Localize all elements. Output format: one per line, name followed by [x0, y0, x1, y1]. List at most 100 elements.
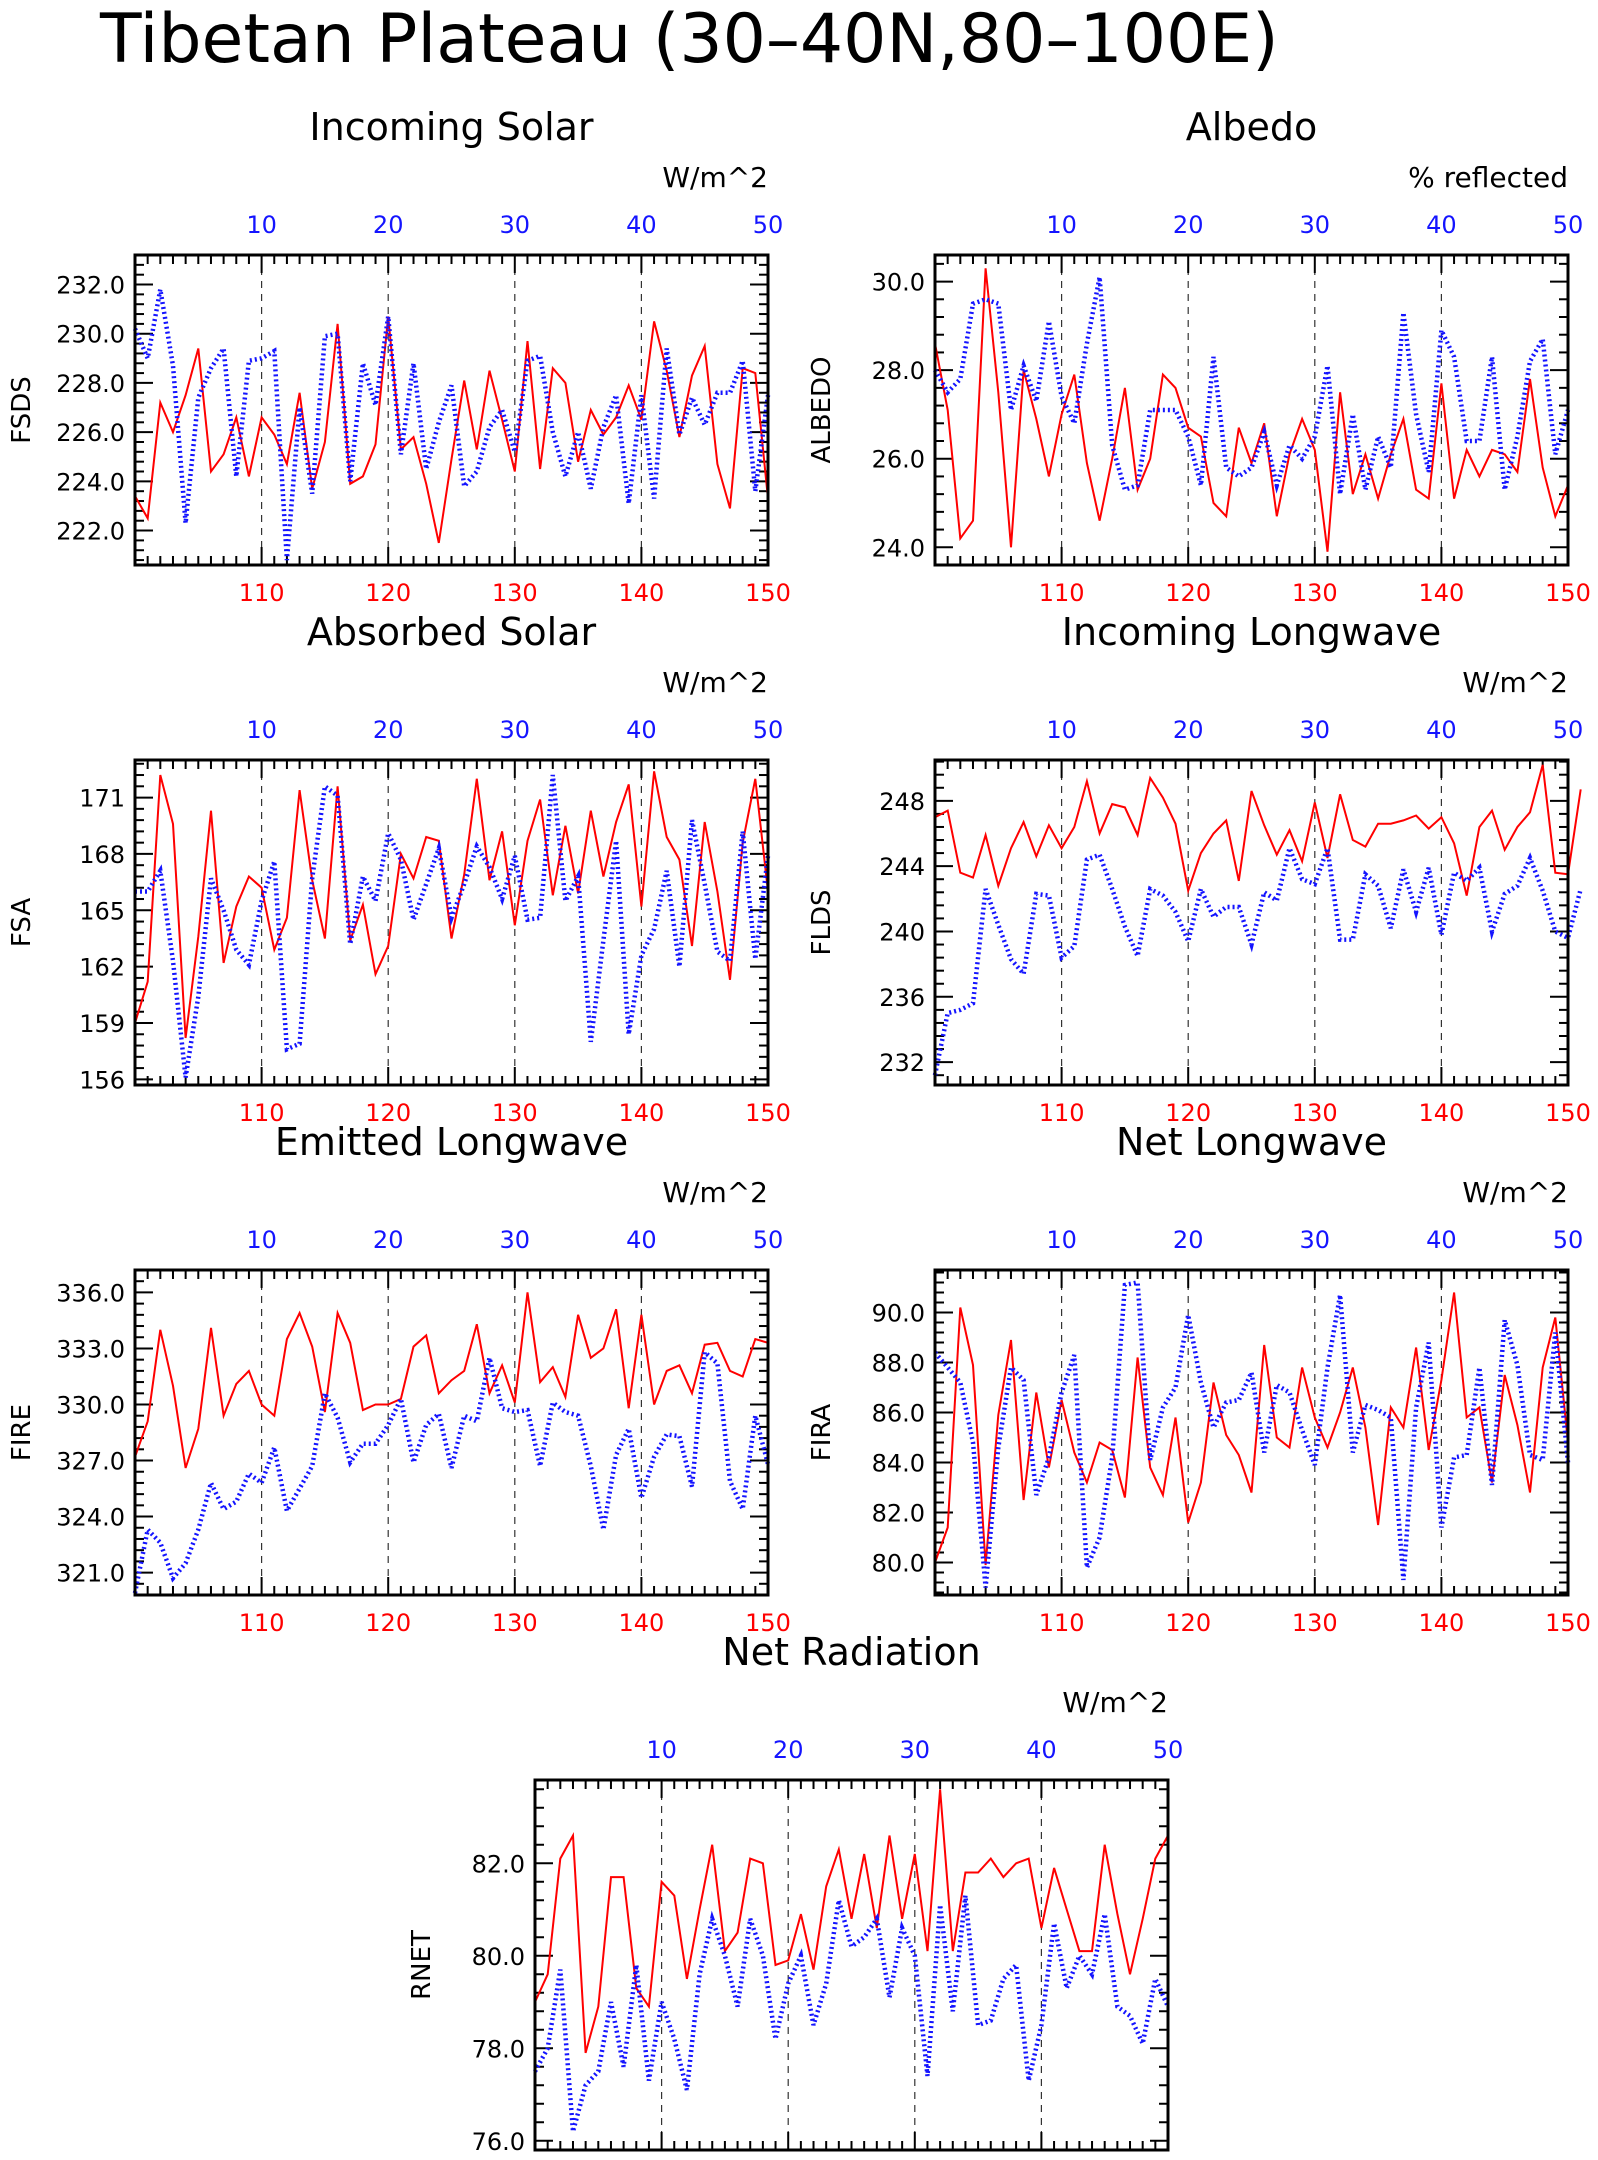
bottom-x-tick-label: 130	[492, 1609, 538, 1637]
y-tick-label: 228.0	[56, 370, 125, 398]
top-x-tick-label: 50	[1553, 1226, 1584, 1254]
y-tick-label: 248	[879, 788, 925, 816]
y-tick-label: 230.0	[56, 321, 125, 349]
y-tick-label: 88.0	[872, 1350, 925, 1378]
top-x-tick-label: 50	[753, 1226, 784, 1254]
top-x-tick-label: 50	[1153, 1736, 1184, 1764]
bottom-x-tick-label: 140	[618, 1099, 664, 1127]
top-x-tick-label: 20	[373, 211, 404, 239]
chart-panel-5: Emitted Longwave W/m^2 FIRE 321.0 324.0 327.0…	[7, 1120, 791, 1637]
top-x-tick-label: 10	[1046, 716, 1077, 744]
top-x-tick-label: 40	[1426, 716, 1457, 744]
chart-panel-6: Net Longwave W/m^2 FIRA 80.0 82.0 84.0 86.0 88.…	[807, 1120, 1591, 1637]
plot-frame	[533, 1778, 1170, 2152]
y-tick-label: 90.0	[872, 1300, 925, 1328]
series-line-blue	[932, 840, 1583, 1076]
bottom-x-tick-label: 120	[1165, 1099, 1211, 1127]
plot-frame	[933, 758, 1570, 1087]
series-line-blue	[933, 1279, 1571, 1588]
y-tick-label: 244	[879, 853, 925, 881]
bottom-x-tick-label: 150	[1545, 1609, 1591, 1637]
series-line-red	[934, 1292, 1569, 1566]
unit-label: W/m^2	[1462, 1176, 1568, 1209]
top-x-tick-label: 10	[1046, 211, 1077, 239]
y-tick-label: 82.0	[472, 1850, 525, 1878]
bottom-x-tick-label: 120	[1165, 579, 1211, 607]
top-x-tick-label: 40	[626, 1226, 657, 1254]
y-tick-label: 159	[79, 1010, 125, 1038]
bottom-x-tick-label: 120	[365, 1099, 411, 1127]
y-tick-label: 232.0	[56, 272, 125, 300]
chart-title: Incoming Longwave	[1062, 610, 1441, 654]
y-tick-label: 240	[879, 918, 925, 946]
series-line-red	[134, 316, 769, 544]
y-axis-label: RNET	[407, 1930, 437, 2000]
y-tick-label: 86.0	[872, 1400, 925, 1428]
plot-frame	[933, 1268, 1570, 1597]
unit-label: W/m^2	[662, 666, 768, 699]
y-tick-label: 26.0	[872, 446, 925, 474]
top-x-tick-label: 20	[373, 1226, 404, 1254]
y-tick-label: 236	[879, 984, 925, 1012]
plot-frame	[133, 1268, 770, 1597]
plot-frame	[133, 253, 770, 567]
top-x-tick-label: 30	[500, 211, 531, 239]
series-line-red	[534, 1789, 1169, 2054]
top-x-tick-label: 10	[646, 1736, 677, 1764]
y-tick-label: 224.0	[56, 468, 125, 496]
y-axis-label: FSA	[7, 898, 37, 947]
series-line-red	[934, 268, 1569, 552]
chart-title: Net Radiation	[722, 1630, 980, 1674]
top-x-tick-label: 10	[246, 716, 277, 744]
top-x-tick-label: 50	[753, 716, 784, 744]
top-x-tick-label: 20	[773, 1736, 804, 1764]
top-x-tick-label: 50	[753, 211, 784, 239]
series-line-blue	[132, 1347, 771, 1594]
y-axis-label: ALBEDO	[807, 356, 837, 463]
unit-label: W/m^2	[662, 161, 768, 194]
series-line-blue	[135, 774, 771, 1078]
bottom-x-tick-label: 120	[365, 1609, 411, 1637]
y-tick-label: 330.0	[56, 1391, 125, 1419]
series-line-red	[134, 771, 769, 1039]
top-x-tick-label: 30	[1300, 1226, 1331, 1254]
y-tick-label: 336.0	[56, 1279, 125, 1307]
y-tick-label: 78.0	[472, 2035, 525, 2063]
plot-frame	[133, 758, 770, 1087]
top-x-tick-label: 40	[626, 716, 657, 744]
bottom-x-tick-label: 110	[239, 579, 285, 607]
top-x-tick-label: 10	[1046, 1226, 1077, 1254]
bottom-x-tick-label: 140	[1418, 1099, 1464, 1127]
bottom-x-tick-label: 110	[239, 1609, 285, 1637]
bottom-x-tick-label: 110	[1039, 1609, 1085, 1637]
y-axis-label: FSDS	[7, 376, 37, 444]
bottom-x-tick-label: 130	[1292, 579, 1338, 607]
chart-title: Absorbed Solar	[307, 610, 597, 654]
y-tick-label: 168	[79, 841, 125, 869]
bottom-x-tick-label: 110	[1039, 579, 1085, 607]
y-tick-label: 84.0	[872, 1450, 925, 1478]
top-x-tick-label: 30	[500, 716, 531, 744]
y-tick-label: 165	[79, 897, 125, 925]
bottom-x-tick-label: 130	[1292, 1609, 1338, 1637]
chart-title: Incoming Solar	[309, 105, 594, 149]
chart-panel-4: Incoming Longwave W/m^2 FLDS 232 236 240 244 24…	[807, 610, 1591, 1127]
top-x-tick-label: 40	[1426, 211, 1457, 239]
chart-panel-1: Incoming Solar W/m^2 FSDS 222.0 224.0 226.0 22…	[7, 105, 791, 607]
y-tick-label: 162	[79, 954, 125, 982]
series-line-red	[134, 1292, 769, 1469]
y-tick-label: 321.0	[56, 1560, 125, 1588]
y-axis-label: FIRA	[807, 1404, 837, 1462]
y-tick-label: 327.0	[56, 1448, 125, 1476]
series-line-blue	[132, 288, 771, 561]
top-x-tick-label: 30	[1300, 211, 1331, 239]
chart-title: Emitted Longwave	[275, 1120, 628, 1164]
y-tick-label: 333.0	[56, 1335, 125, 1363]
bottom-x-tick-label: 150	[1545, 1099, 1591, 1127]
top-x-tick-label: 20	[1173, 211, 1204, 239]
y-axis-label: FLDS	[807, 890, 837, 956]
top-x-tick-label: 20	[373, 716, 404, 744]
y-tick-label: 24.0	[872, 534, 925, 562]
page-title: Tibetan Plateau (30–40N,80–100E)	[99, 0, 1279, 79]
